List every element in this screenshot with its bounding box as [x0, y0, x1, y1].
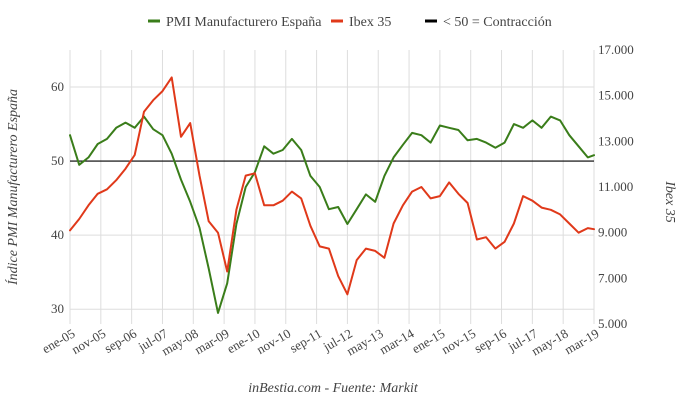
- series-line-pmi: [69, 115, 595, 314]
- x-tick-label: ene-10: [224, 326, 262, 357]
- y-right-tick-label: 15.000: [598, 88, 634, 103]
- y-right-tick-label: 13.000: [598, 133, 634, 148]
- y-axis-left: 30 40 50 60: [51, 79, 64, 316]
- y-right-tick-label: 5.000: [598, 316, 627, 331]
- x-tick-label: ene-05: [39, 326, 77, 357]
- y-right-tick-label: 9.000: [598, 225, 627, 240]
- y-right-tick-label: 17.000: [598, 42, 634, 57]
- x-tick-label: mar-19: [562, 326, 602, 358]
- y-left-tick-label: 60: [51, 79, 64, 94]
- series-line-ibex: [69, 76, 595, 296]
- legend-label: < 50 = Contracción: [443, 15, 552, 30]
- x-tick-label: sep-11: [287, 326, 324, 356]
- y-left-tick-label: 40: [51, 227, 64, 242]
- y-axis-right-title: Ibex 35: [662, 180, 677, 223]
- y-left-tick-label: 50: [51, 153, 64, 168]
- source-caption: inBestia.com - Fuente: Markit: [248, 381, 419, 396]
- legend-label: PMI Manufacturero España: [166, 15, 322, 30]
- series-group: [69, 76, 595, 314]
- y-axis-left-title: Índice PMI Manufacturero España: [4, 89, 21, 286]
- plot-area: [70, 50, 594, 324]
- legend: PMI Manufacturero España Ibex 35 < 50 = Co…: [148, 15, 552, 30]
- x-tick-label: nov-15: [439, 326, 478, 357]
- y-axis-right: 5.000 7.000 9.000 11.000 13.000 15.000 17.000: [598, 42, 634, 331]
- y-right-tick-label: 7.000: [598, 270, 627, 285]
- x-tick-label: nov-05: [69, 326, 108, 357]
- y-left-tick-label: 30: [51, 301, 64, 316]
- x-tick-label: nov-10: [254, 326, 293, 357]
- x-tick-label: ene-15: [409, 326, 447, 357]
- x-tick-label: sep-16: [472, 325, 510, 356]
- x-tick-label: sep-06: [102, 325, 140, 356]
- y-right-tick-label: 11.000: [598, 179, 633, 194]
- legend-label: Ibex 35: [349, 15, 391, 30]
- x-axis: ene-05nov-05sep-06jul-07may-08mar-09ene-…: [39, 325, 601, 358]
- grid: [69, 50, 595, 324]
